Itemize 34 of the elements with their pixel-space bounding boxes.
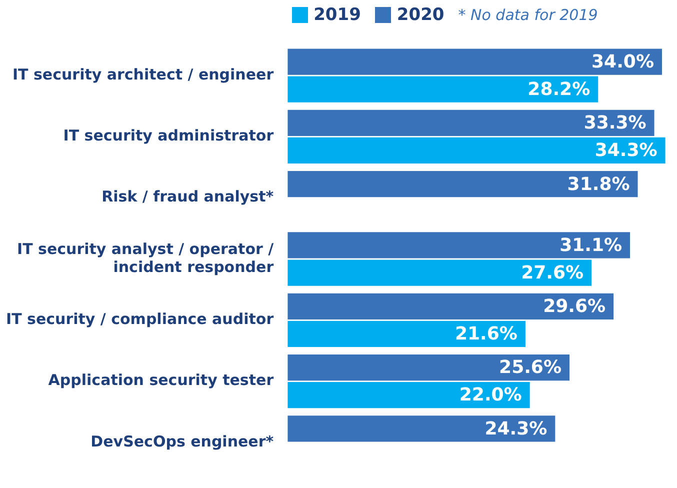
y-tick-label: IT security administrator (63, 126, 274, 145)
bar (288, 110, 654, 136)
y-tick-label: Risk / fraud analyst* (102, 188, 274, 206)
data-label: 34.3% (594, 140, 658, 162)
bar (288, 320, 526, 347)
bar (288, 76, 598, 102)
legend-label: 2019 (314, 5, 361, 25)
data-label: 22.0% (459, 384, 522, 406)
data-label: 21.6% (454, 324, 518, 345)
data-label: 28.2% (528, 79, 590, 100)
bar (288, 232, 630, 258)
data-label: 34.0% (592, 51, 654, 72)
y-tick-label: IT security / compliance auditor (6, 310, 274, 328)
bar (288, 48, 662, 75)
bar (288, 416, 556, 442)
data-label: 31.8% (567, 174, 630, 195)
bar (288, 293, 614, 320)
data-label: 29.6% (543, 296, 606, 318)
data-label: 31.1% (560, 234, 622, 256)
y-tick-label: IT security analyst / operator / incident responder (17, 240, 274, 276)
bar (288, 354, 570, 381)
bar (288, 382, 530, 408)
y-tick-label: Application security tester (48, 371, 274, 390)
y-tick-label: IT security architect / engineer (12, 65, 274, 84)
data-label: 24.3% (484, 418, 548, 440)
y-tick-label: DevSecOps engineer* (90, 432, 274, 450)
legend-label: 2020 (396, 5, 444, 25)
bar (288, 171, 638, 198)
data-label: 27.6% (521, 262, 584, 284)
bar (288, 137, 666, 164)
text: * No data for 2019 (458, 6, 598, 24)
data-label: 33.3% (584, 112, 646, 134)
data-label: 25.6% (499, 357, 562, 378)
bar (288, 260, 592, 286)
